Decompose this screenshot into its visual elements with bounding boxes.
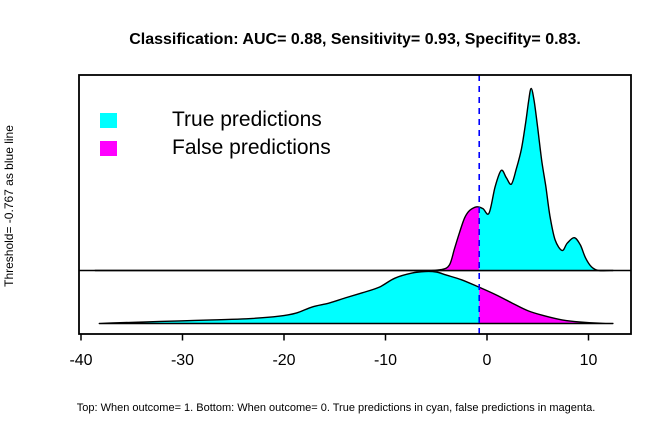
legend-item-true-predictions: True predictions [100, 106, 331, 134]
legend-item-false-predictions: False predictions [100, 134, 331, 162]
outcome-0-density-outline [98, 270, 614, 325]
outcome-1-density-fill-above-threshold [479, 88, 613, 271]
outcome-0-density-fill-above-threshold [479, 287, 613, 324]
x-tick-label: -10 [374, 352, 397, 369]
legend: True predictions False predictions [100, 106, 331, 162]
chart-title: Classification: AUC= 0.88, Sensitivity= … [129, 31, 581, 48]
legend-swatch-false [100, 140, 117, 156]
legend-label-true: True predictions [172, 108, 322, 131]
legend-label-false: False predictions [172, 136, 331, 159]
x-tick-label: 10 [580, 352, 598, 369]
x-tick-label: -40 [69, 352, 92, 369]
x-tick-label: -20 [272, 352, 295, 369]
x-tick-label: 0 [483, 352, 492, 369]
outcome-1-density-outline [94, 87, 614, 272]
chart-caption: Top: When outcome= 1. Bottom: When outco… [76, 402, 596, 414]
plot-box [78, 74, 632, 335]
outcome-0-density-fill-below-threshold [99, 271, 480, 324]
x-tick-label: -30 [171, 352, 194, 369]
legend-swatch-true [100, 112, 117, 128]
